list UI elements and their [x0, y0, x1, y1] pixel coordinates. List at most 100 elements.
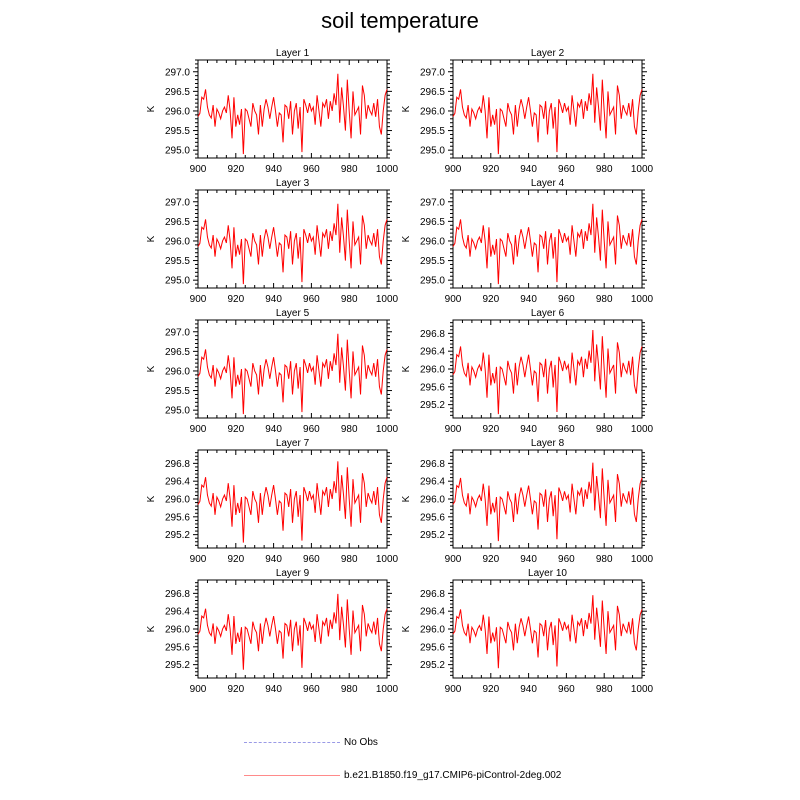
- y-axis-label: K: [146, 235, 157, 242]
- y-axis-label: K: [401, 495, 412, 502]
- series-line: [452, 203, 643, 285]
- x-tick-label: 940: [265, 424, 282, 435]
- panel-4: Layer 4 900 920 940 960 980 1000 295.0 295.5 296.…: [401, 178, 654, 305]
- x-tick-label: 920: [482, 684, 499, 695]
- panel-title: Layer 5: [276, 308, 310, 319]
- x-tick-label: 1000: [376, 554, 399, 565]
- series-line: [452, 462, 643, 542]
- panel-1: Layer 1 900 920 940 960 980 1000 295.0 295.5 296.…: [146, 48, 399, 175]
- y-tick-label: 295.2: [420, 400, 445, 411]
- series-line: [197, 593, 388, 670]
- x-tick-label: 920: [482, 294, 499, 305]
- x-tick-label: 1000: [631, 424, 654, 435]
- x-tick-label: 960: [303, 424, 320, 435]
- y-tick-label: 297.0: [165, 327, 190, 338]
- y-tick-label: 295.6: [420, 382, 445, 393]
- x-tick-label: 960: [558, 684, 575, 695]
- y-tick-label: 296.5: [165, 347, 190, 358]
- y-tick-label: 295.0: [420, 146, 445, 157]
- panel-title: Layer 8: [531, 438, 565, 449]
- y-tick-label: 296.4: [165, 477, 190, 488]
- legend-label-no-obs: No Obs: [344, 736, 378, 748]
- y-tick-label: 295.2: [420, 530, 445, 541]
- panel-title: Layer 9: [276, 568, 310, 579]
- series-line: [197, 203, 388, 285]
- series-line: [197, 73, 388, 155]
- y-tick-label: 296.0: [165, 625, 190, 636]
- y-tick-label: 297.0: [420, 67, 445, 78]
- y-tick-label: 296.5: [420, 217, 445, 228]
- x-tick-label: 900: [445, 684, 462, 695]
- x-tick-label: 920: [482, 164, 499, 175]
- legend-dashed-line-icon: [244, 741, 340, 743]
- x-tick-label: 1000: [631, 294, 654, 305]
- panel-2: Layer 2 900 920 940 960 980 1000 295.0 295.5 296.…: [401, 48, 654, 175]
- x-tick-label: 1000: [376, 424, 399, 435]
- panel-title: Layer 6: [531, 308, 565, 319]
- legend-item-no-obs: No Obs: [244, 735, 378, 749]
- y-tick-label: 296.0: [420, 106, 445, 117]
- x-tick-label: 980: [341, 164, 358, 175]
- x-tick-label: 960: [303, 294, 320, 305]
- panel-8: Layer 8 900 920 940 960 980 1000 295.2 295.6 296.…: [401, 438, 654, 565]
- y-tick-label: 296.8: [420, 459, 445, 470]
- series-line: [197, 461, 388, 543]
- y-tick-label: 295.0: [420, 276, 445, 287]
- y-tick-label: 295.5: [420, 256, 445, 267]
- y-axis-label: K: [401, 625, 412, 632]
- y-axis-label: K: [146, 365, 157, 372]
- x-tick-label: 940: [520, 294, 537, 305]
- y-tick-label: 296.4: [165, 607, 190, 618]
- x-tick-label: 900: [190, 424, 207, 435]
- y-tick-label: 296.4: [420, 607, 445, 618]
- x-tick-label: 980: [341, 294, 358, 305]
- y-tick-label: 296.0: [420, 495, 445, 506]
- y-tick-label: 296.0: [420, 236, 445, 247]
- y-tick-label: 297.0: [420, 197, 445, 208]
- y-tick-label: 295.6: [420, 642, 445, 653]
- x-tick-label: 920: [227, 164, 244, 175]
- x-tick-label: 920: [482, 424, 499, 435]
- panel-7: Layer 7 900 920 940 960 980 1000 295.2 295.6 296.…: [146, 438, 399, 565]
- x-tick-label: 1000: [631, 554, 654, 565]
- x-tick-label: 940: [520, 164, 537, 175]
- x-tick-label: 920: [227, 294, 244, 305]
- y-axis-label: K: [401, 235, 412, 242]
- x-tick-label: 940: [265, 294, 282, 305]
- series-line: [452, 73, 643, 155]
- y-tick-label: 296.4: [420, 347, 445, 358]
- y-tick-label: 295.2: [165, 660, 190, 671]
- x-tick-label: 920: [227, 554, 244, 565]
- x-tick-label: 940: [520, 684, 537, 695]
- x-tick-label: 920: [482, 554, 499, 565]
- x-tick-label: 960: [303, 164, 320, 175]
- y-tick-label: 295.0: [165, 276, 190, 287]
- legend-label-model: b.e21.B1850.f19_g17.CMIP6-piControl-2deg…: [344, 769, 562, 781]
- y-tick-label: 295.5: [420, 126, 445, 137]
- x-tick-label: 1000: [376, 684, 399, 695]
- y-tick-label: 295.2: [165, 530, 190, 541]
- x-tick-label: 960: [303, 684, 320, 695]
- panel-title: Layer 2: [531, 48, 565, 59]
- panel-6: Layer 6 900 920 940 960 980 1000 295.2 295.6 296.…: [401, 308, 654, 435]
- y-tick-label: 296.8: [420, 589, 445, 600]
- legend-item-model: b.e21.B1850.f19_g17.CMIP6-piControl-2deg…: [244, 768, 561, 782]
- y-tick-label: 296.0: [165, 495, 190, 506]
- y-tick-label: 296.8: [420, 329, 445, 340]
- series-line: [197, 333, 388, 415]
- y-tick-label: 295.5: [165, 126, 190, 137]
- y-tick-label: 296.0: [165, 236, 190, 247]
- panel-5: Layer 5 900 920 940 960 980 1000 295.0 295.5 296.…: [146, 308, 399, 435]
- x-tick-label: 960: [303, 554, 320, 565]
- y-tick-label: 295.6: [420, 512, 445, 523]
- y-tick-label: 295.5: [165, 256, 190, 267]
- y-tick-label: 296.8: [165, 459, 190, 470]
- x-tick-label: 1000: [631, 684, 654, 695]
- x-tick-label: 900: [445, 554, 462, 565]
- y-tick-label: 295.5: [165, 386, 190, 397]
- x-tick-label: 920: [227, 684, 244, 695]
- y-tick-label: 296.0: [165, 106, 190, 117]
- x-tick-label: 940: [520, 554, 537, 565]
- y-axis-label: K: [401, 105, 412, 112]
- x-tick-label: 980: [596, 554, 613, 565]
